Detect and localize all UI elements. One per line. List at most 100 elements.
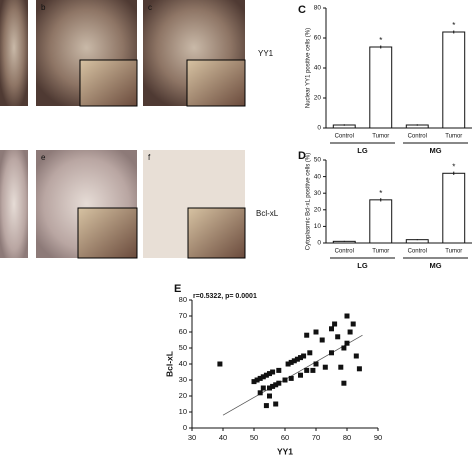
y-tick-label: 80	[179, 295, 187, 304]
x-tick-label: 50	[250, 433, 258, 442]
point	[304, 332, 310, 338]
y-axis-label: Cytoplasmic Bcl-xL positive cells (%)	[306, 153, 312, 250]
x-tick-label: Control	[335, 249, 354, 255]
x-tick-label: Tumor	[445, 249, 462, 255]
point	[338, 364, 344, 370]
micrograph	[0, 0, 28, 106]
point	[298, 372, 303, 378]
point	[313, 329, 319, 335]
point	[273, 382, 279, 388]
x-tick-label: Control	[408, 134, 427, 140]
point	[341, 345, 347, 351]
x-tick-label: 60	[281, 433, 289, 442]
y-tick-label: 50	[314, 157, 322, 164]
panel-label: e	[41, 153, 46, 162]
point	[356, 366, 362, 372]
point	[350, 321, 356, 327]
bar	[442, 172, 466, 244]
panel-letter: E	[174, 283, 181, 295]
y-tick-label: 80	[314, 5, 322, 12]
y-tick-label: 20	[314, 207, 322, 214]
y-tick-label: 30	[179, 375, 187, 384]
point	[291, 358, 297, 364]
point	[294, 356, 300, 362]
micrograph-inset	[186, 59, 246, 107]
micrograph	[0, 150, 28, 258]
point	[341, 380, 347, 386]
point	[273, 401, 279, 407]
point	[344, 313, 350, 319]
x-tick-label: Tumor	[445, 134, 462, 140]
x-tick-label: 80	[343, 433, 351, 442]
bar	[369, 46, 393, 129]
panel-label: c	[148, 3, 152, 12]
annotation: *	[452, 162, 455, 171]
point	[217, 361, 223, 367]
point	[319, 337, 325, 343]
bar	[369, 199, 393, 244]
micrograph-inset	[187, 207, 246, 259]
point	[332, 321, 338, 327]
annotation: *	[452, 21, 455, 30]
row-label: YY1	[258, 49, 274, 58]
point	[270, 369, 276, 375]
point	[260, 374, 266, 380]
y-tick-label: 40	[179, 359, 187, 368]
panel-label: f	[148, 153, 151, 162]
point	[282, 377, 288, 383]
y-tick-label: 70	[179, 311, 187, 320]
y-tick-label: 30	[314, 190, 322, 197]
y-tick-label: 40	[314, 173, 322, 180]
y-tick-label: 20	[179, 391, 187, 400]
x-tick-label: Tumor	[372, 249, 389, 255]
point	[263, 372, 269, 378]
micrograph-panel: b c e f YY1 Bcl-xL	[0, 0, 279, 259]
x-tick-label: 70	[312, 433, 320, 442]
point	[254, 377, 260, 383]
point	[267, 393, 272, 399]
x-tick-label: Tumor	[372, 134, 389, 140]
point	[276, 367, 282, 373]
point	[285, 361, 291, 367]
x-tick-label: 40	[219, 433, 227, 442]
point	[304, 367, 310, 373]
y-tick-label: 0	[317, 125, 321, 132]
trend-line	[222, 334, 363, 416]
y-tick-label: 10	[179, 407, 187, 416]
point	[288, 359, 294, 365]
x-tick-label: Control	[408, 249, 427, 255]
point	[313, 361, 319, 367]
x-axis-label: YY1	[277, 446, 293, 456]
point	[307, 350, 313, 356]
y-axis-label: Bcl-xL	[164, 351, 174, 377]
point	[310, 367, 316, 373]
point	[257, 390, 263, 396]
point	[267, 371, 272, 377]
point	[288, 375, 294, 381]
point	[270, 383, 276, 389]
micrograph-inset	[77, 207, 138, 259]
x-tick-label: 30	[188, 433, 196, 442]
point	[344, 340, 350, 346]
point	[329, 350, 334, 356]
bar	[442, 31, 466, 129]
point	[322, 364, 328, 370]
y-tick-label: 50	[179, 343, 187, 352]
point	[298, 355, 303, 361]
y-tick-label: 10	[314, 223, 322, 230]
point	[267, 385, 272, 391]
group-label: MG	[429, 146, 441, 155]
y-tick-label: 20	[314, 95, 322, 102]
group-label: LG	[357, 261, 368, 270]
y-tick-label: 60	[179, 327, 187, 336]
annotation: *	[379, 36, 382, 45]
group-label: LG	[357, 146, 368, 155]
y-axis-label: Nuclear YY1 positive cells (%)	[306, 28, 312, 108]
annotation: r=0.5322, p= 0.0001	[193, 293, 257, 300]
annotation: *	[379, 189, 382, 198]
panel-letter: C	[298, 4, 306, 16]
y-tick-label: 40	[314, 65, 322, 72]
group-label: MG	[429, 261, 441, 270]
point	[260, 385, 266, 391]
